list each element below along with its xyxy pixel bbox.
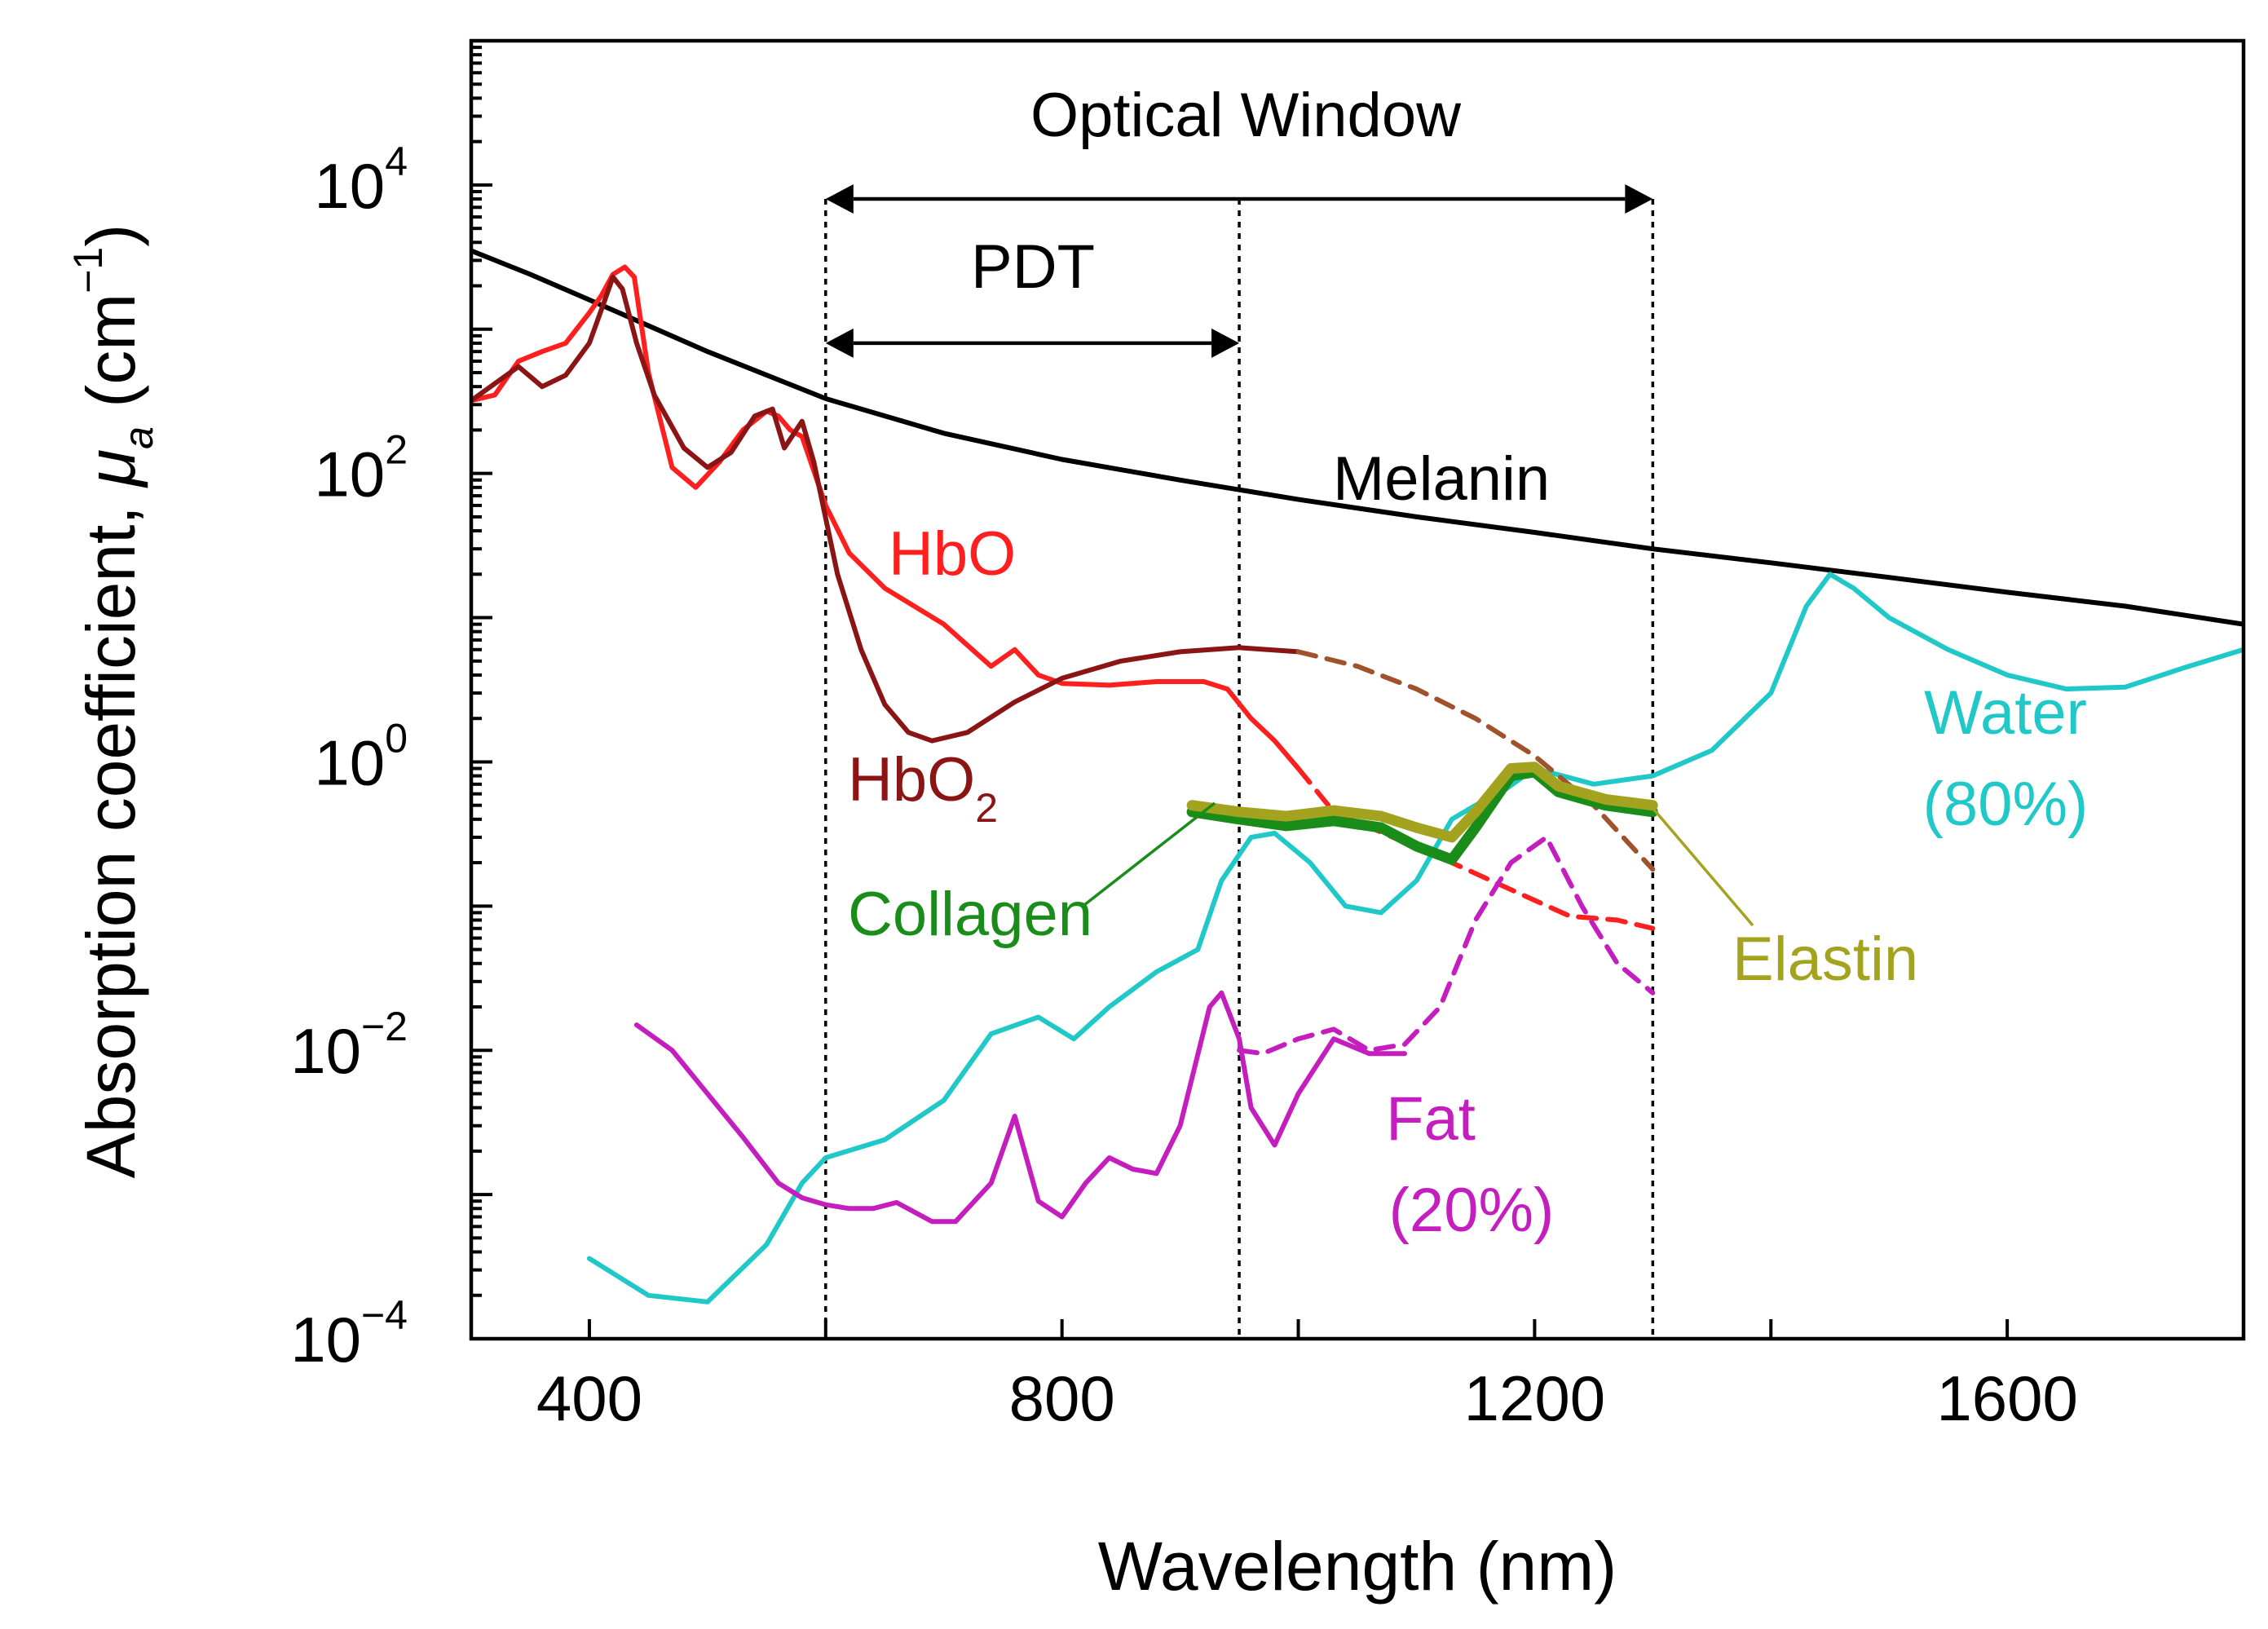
x-tick-label-400: 400 bbox=[536, 1362, 642, 1434]
y-axis-title-unit-exp: −1 bbox=[65, 247, 111, 294]
hbo2-label-main: HbO bbox=[848, 745, 975, 814]
y-tick-label: 10−2 bbox=[290, 1004, 408, 1087]
y-tick-label: 104 bbox=[314, 139, 408, 222]
melanin-label: Melanin bbox=[1333, 444, 1550, 514]
y-tick-exponent: −2 bbox=[361, 1004, 408, 1049]
y-axis-title-symbol: μ bbox=[73, 449, 149, 488]
collagen-label: Collagen bbox=[848, 880, 1092, 949]
pdt-label: PDT bbox=[971, 232, 1095, 302]
region-optical-window-arrowhead-right bbox=[1625, 184, 1653, 214]
y-tick-base: 10 bbox=[314, 150, 385, 222]
series-fat-20 bbox=[633, 990, 1407, 1225]
collagen-leader-line bbox=[1083, 801, 1216, 907]
y-axis-title-sub: a bbox=[116, 426, 161, 449]
y-tick-exponent: 2 bbox=[385, 427, 408, 473]
guide-layer bbox=[824, 184, 1655, 1339]
y-axis-title-unit: (cm bbox=[73, 294, 149, 426]
hbo2-label-sub: 2 bbox=[975, 785, 998, 831]
y-tick-base: 10 bbox=[290, 1015, 361, 1087]
series-collagen bbox=[1186, 766, 1658, 865]
y-tick-exponent: 0 bbox=[385, 715, 408, 761]
y-tick-exponent: 4 bbox=[385, 139, 408, 184]
y-tick-base: 10 bbox=[290, 1304, 361, 1375]
fat-label: Fat bbox=[1386, 1084, 1476, 1154]
region-optical-window-arrowhead-left bbox=[825, 184, 854, 214]
y-tick-label: 100 bbox=[314, 715, 408, 798]
water-label-pct: (80%) bbox=[1923, 770, 2089, 839]
x-axis-title: Wavelength (nm) bbox=[1098, 1528, 1617, 1605]
y-axis-title: Absorption coefficient, μa (cm−1) bbox=[65, 224, 161, 1178]
elastin-leader-line bbox=[1647, 801, 1754, 927]
region-pdt-arrowhead-left bbox=[825, 328, 854, 358]
series-layer bbox=[471, 248, 2244, 1305]
y-tick-base: 10 bbox=[314, 726, 385, 798]
region-pdt-arrowhead-right bbox=[1211, 328, 1240, 358]
optical-window-label: Optical Window bbox=[1030, 81, 1462, 150]
y-tick-base: 10 bbox=[314, 439, 385, 510]
hbo2-label: HbO2 bbox=[848, 745, 998, 831]
elastin-label: Elastin bbox=[1732, 925, 1918, 994]
series-hbo bbox=[471, 264, 1301, 771]
hbo-label: HbO bbox=[889, 519, 1016, 589]
y-axis-title-main: Absorption coefficient, bbox=[73, 487, 149, 1178]
tick-layer bbox=[471, 39, 2010, 1340]
series-hbo2 bbox=[471, 274, 1301, 744]
plot-frame bbox=[469, 38, 2246, 1341]
y-tick-label: 10−4 bbox=[290, 1292, 408, 1375]
x-tick-label-800: 800 bbox=[1009, 1362, 1115, 1434]
y-axis-title-close: ) bbox=[73, 224, 149, 247]
y-tick-exponent: −4 bbox=[361, 1292, 408, 1338]
series-melanin bbox=[471, 248, 2244, 627]
x-tick-label-1600: 1600 bbox=[1936, 1362, 2078, 1434]
water-label: Water bbox=[1924, 678, 2087, 748]
fat-label-pct: (20%) bbox=[1389, 1176, 1555, 1245]
y-tick-label: 102 bbox=[314, 427, 408, 510]
series-elastin bbox=[1186, 762, 1658, 843]
x-tick-label-1200: 1200 bbox=[1464, 1362, 1606, 1434]
series-water-80 bbox=[586, 572, 2244, 1305]
series-hbo2-dashed bbox=[1295, 649, 1656, 872]
series-fat-dashed bbox=[1237, 834, 1656, 1057]
